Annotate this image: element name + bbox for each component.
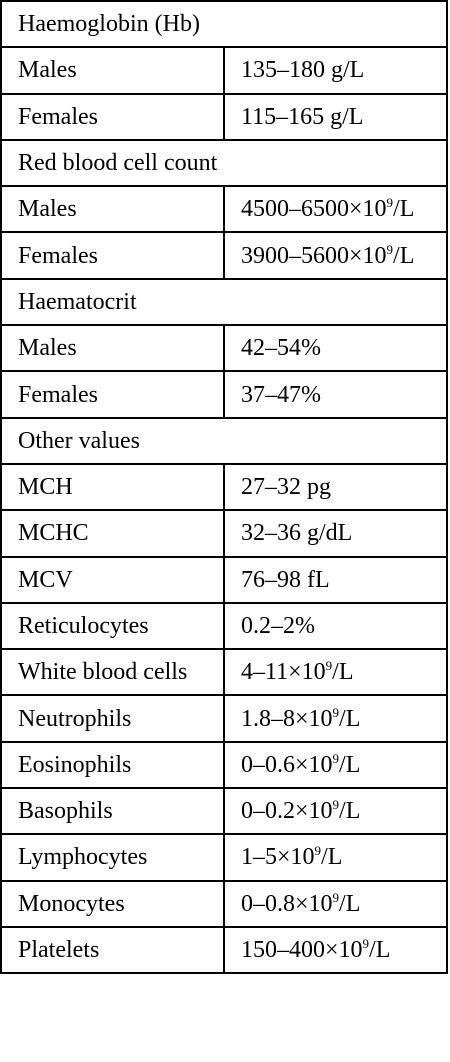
row-label: Monocytes <box>0 879 225 928</box>
row-label: Males <box>0 324 225 373</box>
value-text: 0–0.2×10 <box>241 798 333 825</box>
unit-text: /L <box>332 659 354 686</box>
exponent: 9 <box>332 750 340 766</box>
table-row: Neutrophils 1.8–8×109/L <box>0 694 448 743</box>
value-text: 135–180 g/L <box>241 57 365 84</box>
value-text: 115–165 g/L <box>241 103 364 130</box>
value-text: 4500–6500×10 <box>241 196 387 223</box>
value-text: 42–54% <box>241 335 321 362</box>
value-text: 3900–5600×10 <box>241 242 387 269</box>
unit-text: /L <box>339 890 361 917</box>
unit-text: /L <box>339 751 361 778</box>
section-title: Haemoglobin (Hb) <box>0 0 448 49</box>
row-value: 115–165 g/L <box>223 92 448 141</box>
exponent: 9 <box>362 936 370 952</box>
row-value: 1–5×109/L <box>223 833 448 882</box>
row-label: Reticulocytes <box>0 601 225 651</box>
section-title: Haematocrit <box>0 277 448 327</box>
exponent: 9 <box>332 797 340 813</box>
exponent: 9 <box>325 658 333 674</box>
value-text: 1.8–8×10 <box>241 705 333 732</box>
table-row: MCHC 32–36 g/dL <box>0 509 448 558</box>
row-value: 42–54% <box>223 324 448 373</box>
unit-text: /L <box>321 844 343 871</box>
table-row: Males 135–180 g/L <box>0 46 448 95</box>
table-row: Males 4500–6500×109/L <box>0 185 448 234</box>
exponent: 9 <box>332 889 340 905</box>
value-text: 0–0.8×10 <box>241 890 333 917</box>
table-row: Females 3900–5600×109/L <box>0 231 448 280</box>
row-label: White blood cells <box>0 648 225 697</box>
table-row: Basophils 0–0.2×109/L <box>0 787 448 836</box>
unit-text: /L <box>339 798 361 825</box>
table-row: Males 42–54% <box>0 324 448 373</box>
row-value: 0–0.6×109/L <box>223 740 448 790</box>
unit-text: /L <box>393 196 415 223</box>
value-text: 4–11×10 <box>241 659 326 686</box>
row-label: Platelets <box>0 925 225 975</box>
row-value: 0–0.8×109/L <box>223 879 448 928</box>
row-label: Males <box>0 46 225 95</box>
row-value: 4500–6500×109/L <box>223 185 448 234</box>
exponent: 9 <box>386 195 394 211</box>
unit-text: /L <box>369 937 391 964</box>
row-label: Females <box>0 370 225 419</box>
unit-text: /L <box>393 242 415 269</box>
table-row: Platelets 150–400×109/L <box>0 925 448 975</box>
row-value: 0.2–2% <box>223 601 448 651</box>
row-label: Females <box>0 92 225 141</box>
section-title: Red blood cell count <box>0 138 448 188</box>
row-label: MCHC <box>0 509 225 558</box>
table-row: MCV 76–98 fL <box>0 555 448 604</box>
value-text: 150–400×10 <box>241 937 363 964</box>
row-value: 1.8–8×109/L <box>223 694 448 743</box>
row-label: Males <box>0 185 225 234</box>
row-label: Females <box>0 231 225 280</box>
table-row: Reticulocytes 0.2–2% <box>0 601 448 651</box>
table-row: Eosinophils 0–0.6×109/L <box>0 740 448 790</box>
table-row: Females 37–47% <box>0 370 448 419</box>
row-label: Basophils <box>0 787 225 836</box>
row-value: 3900–5600×109/L <box>223 231 448 280</box>
section-header-row: Haemoglobin (Hb) <box>0 0 448 49</box>
section-header-row: Red blood cell count <box>0 138 448 188</box>
row-label: Eosinophils <box>0 740 225 790</box>
exponent: 9 <box>332 704 340 720</box>
row-value: 150–400×109/L <box>223 925 448 975</box>
row-label: Lymphocytes <box>0 833 225 882</box>
table-body: Haemoglobin (Hb) Males 135–180 g/L Females 1… <box>0 0 448 975</box>
section-header-row: Haematocrit <box>0 277 448 327</box>
table-row: White blood cells 4–11×109/L <box>0 648 448 697</box>
row-label: MCV <box>0 555 225 604</box>
section-title: Other values <box>0 416 448 465</box>
reference-values-table: Haemoglobin (Hb) Males 135–180 g/L Females 1… <box>0 0 448 975</box>
value-text: 76–98 fL <box>241 566 330 593</box>
value-text: 0–0.6×10 <box>241 751 333 778</box>
value-text: 0.2–2% <box>241 613 315 639</box>
section-header-row: Other values <box>0 416 448 465</box>
row-value: 0–0.2×109/L <box>223 787 448 836</box>
row-value: 32–36 g/dL <box>223 509 448 558</box>
row-value: 27–32 pg <box>223 462 448 512</box>
row-label: Neutrophils <box>0 694 225 743</box>
row-value: 4–11×109/L <box>223 648 448 697</box>
row-value: 37–47% <box>223 370 448 419</box>
value-text: 32–36 g/dL <box>241 520 353 547</box>
row-label: MCH <box>0 462 225 512</box>
exponent: 9 <box>314 843 322 859</box>
table-row: Lymphocytes 1–5×109/L <box>0 833 448 882</box>
exponent: 9 <box>386 241 394 257</box>
value-text: 37–47% <box>241 381 321 408</box>
table-row: Females 115–165 g/L <box>0 92 448 141</box>
row-value: 135–180 g/L <box>223 46 448 95</box>
table-row: MCH 27–32 pg <box>0 462 448 512</box>
value-text: 1–5×10 <box>241 844 315 871</box>
row-value: 76–98 fL <box>223 555 448 604</box>
table-row: Monocytes 0–0.8×109/L <box>0 879 448 928</box>
unit-text: /L <box>339 705 361 732</box>
value-text: 27–32 pg <box>241 474 331 501</box>
